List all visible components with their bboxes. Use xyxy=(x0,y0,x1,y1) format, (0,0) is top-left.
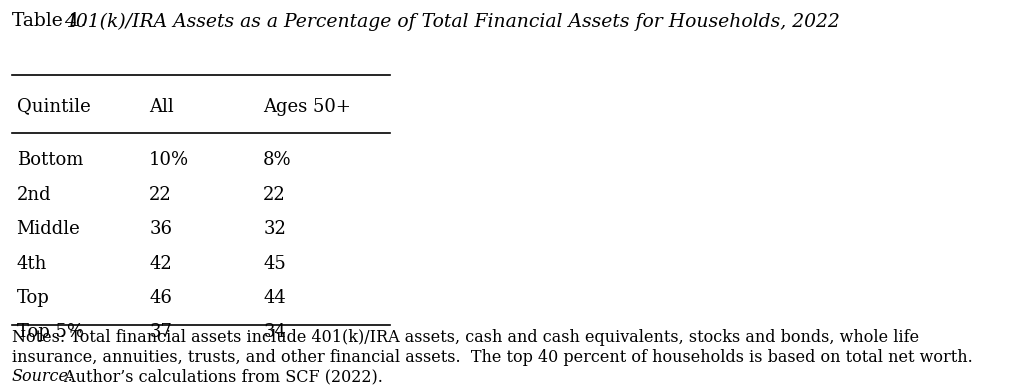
Text: 22: 22 xyxy=(263,186,286,204)
Text: Bottom: Bottom xyxy=(16,151,83,170)
Text: Notes: Total financial assets include 401(k)/IRA assets, cash and cash equivalen: Notes: Total financial assets include 40… xyxy=(11,329,919,346)
Text: 8%: 8% xyxy=(263,151,292,170)
Text: Ages 50+: Ages 50+ xyxy=(263,98,351,116)
Text: 401(k)/IRA Assets as a Percentage of Total Financial Assets for Households, 2022: 401(k)/IRA Assets as a Percentage of Tot… xyxy=(63,12,840,31)
Text: 44: 44 xyxy=(263,289,286,307)
Text: All: All xyxy=(150,98,174,116)
Text: Table 1.: Table 1. xyxy=(11,12,92,31)
Text: 36: 36 xyxy=(150,220,172,238)
Text: 34: 34 xyxy=(263,324,286,341)
Text: Author’s calculations from SCF (2022).: Author’s calculations from SCF (2022). xyxy=(58,368,383,385)
Text: 22: 22 xyxy=(150,186,172,204)
Text: 2nd: 2nd xyxy=(16,186,51,204)
Text: Quintile: Quintile xyxy=(16,98,90,116)
Text: 4th: 4th xyxy=(16,255,47,272)
Text: Middle: Middle xyxy=(16,220,80,238)
Text: Top: Top xyxy=(16,289,49,307)
Text: insurance, annuities, trusts, and other financial assets.  The top 40 percent of: insurance, annuities, trusts, and other … xyxy=(11,349,972,366)
Text: 37: 37 xyxy=(150,324,172,341)
Text: Top 5%: Top 5% xyxy=(16,324,84,341)
Text: 42: 42 xyxy=(150,255,172,272)
Text: 32: 32 xyxy=(263,220,286,238)
Text: Source:: Source: xyxy=(11,368,74,385)
Text: 45: 45 xyxy=(263,255,286,272)
Text: 46: 46 xyxy=(150,289,172,307)
Text: 10%: 10% xyxy=(150,151,189,170)
